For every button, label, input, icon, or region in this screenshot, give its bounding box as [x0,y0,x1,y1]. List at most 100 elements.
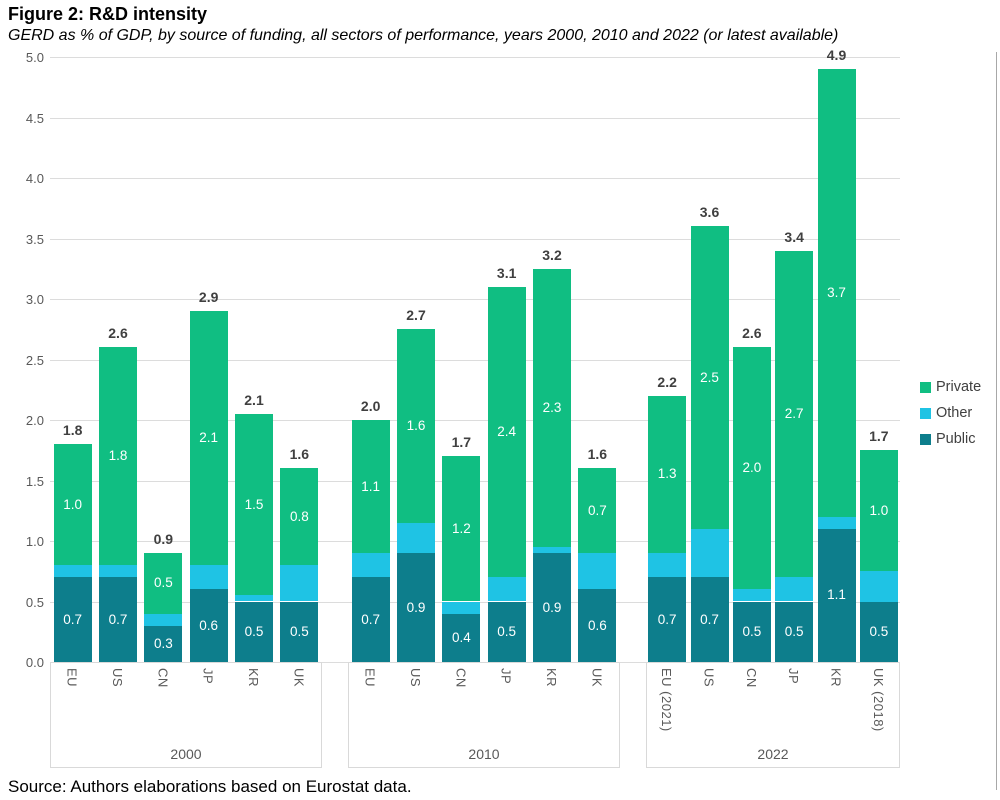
segment-value-label: 3.7 [827,284,846,300]
chart-frame-right-border [996,52,997,790]
gridline [50,238,900,240]
legend-swatch-icon [920,407,931,419]
segment-value-label: 1.5 [244,496,264,512]
chart-legend: Private Other Public [920,374,981,452]
bar-total-label: 3.1 [496,264,517,281]
x-axis-category-label: KR [544,668,559,688]
segment-value-label: 2.7 [784,405,804,421]
bar-segment-other [775,577,814,602]
bar-segment-private [144,553,183,614]
bar-segment-other [533,547,571,554]
bar-total-label: 3.2 [542,246,562,263]
gridline [50,57,900,58]
bar-total-label: 1.8 [62,422,83,439]
bar-segment-other [648,553,687,578]
y-axis-tick-label: 5.0 [25,50,44,65]
bar-total-label: 2.1 [244,391,264,408]
bar-segment-private [578,468,617,554]
bar-segment-public [144,625,183,662]
segment-value-label: 0.7 [108,611,128,627]
segment-value-label: 1.6 [406,418,426,434]
y-axis-tick-label: 1.0 [25,534,44,549]
segment-value-label: 0.5 [742,623,762,639]
gridline [50,359,900,361]
bar-segment-public [280,601,319,662]
segment-value-label: 0.5 [869,623,889,639]
bar-segment-other [487,577,526,602]
segment-value-label: 0.7 [587,502,607,518]
segment-value-label: 0.7 [700,611,719,627]
segment-value-label: 0.9 [542,599,562,615]
y-axis-tick-label: 2.0 [25,413,44,428]
bar-total-label: 1.6 [289,446,310,463]
bar-total-label: 2.0 [360,398,381,414]
bar-segment-private [487,286,526,578]
x-axis-category-label: CN [453,668,469,688]
bar-segment-other [690,528,729,578]
bar-segment-other [397,522,435,554]
bar-segment-public [732,601,771,662]
bar-segment-public [578,589,617,662]
figure-subtitle: GERD as % of GDP, by source of funding, … [8,27,839,44]
bar-total-label: 3.6 [699,204,720,221]
segment-value-label: 0.7 [657,611,677,627]
segment-value-label: 1.2 [451,520,471,536]
y-axis-tick-label: 0.5 [25,594,44,610]
x-axis-category-label: UK [589,668,605,688]
gridline [50,299,900,300]
bar-segment-public [397,553,435,662]
bar-segment-other [732,589,771,602]
segment-value-label: 0.5 [153,575,173,591]
bar-segment-public [189,589,228,662]
bar-segment-private [859,450,898,572]
segment-value-label: 0.9 [406,599,426,615]
x-axis-category-label: US [110,668,125,688]
bar-segment-public [859,601,898,662]
legend-label: Other [936,405,973,421]
segment-value-label: 0.5 [244,623,264,639]
bar-segment-public [53,577,92,662]
bar-segment-private [235,413,273,596]
year-group-box [50,662,322,768]
bar-segment-private [775,250,814,578]
bar-segment-private [648,395,687,554]
bar-segment-other [144,613,183,626]
bar-segment-public [235,601,273,662]
segment-value-label: 1.1 [361,478,381,494]
bar-total-label: 2.6 [742,325,762,342]
segment-value-label: 0.5 [784,623,804,639]
legend-item-public: Public [920,426,981,452]
bar-segment-private [53,444,92,566]
legend-item-other: Other [920,400,981,426]
bar-total-label: 3.4 [784,228,804,245]
bar-total-label: 2.7 [406,307,426,324]
y-axis-tick-label: 0.0 [25,655,44,670]
bar-segment-other [53,565,92,578]
segment-value-label: 1.0 [63,496,83,512]
year-group-box [646,662,900,768]
bar-total-label: 2.6 [108,325,128,342]
x-axis-category-label: UK (2018) [870,668,886,732]
segment-value-label: 0.6 [587,617,607,633]
bar-segment-other [99,565,137,578]
bar-total-label: 1.7 [451,434,472,451]
segment-value-label: 0.6 [199,617,219,633]
year-group-label: 2010 [468,746,500,762]
bar-total-label: 1.7 [869,428,889,445]
legend-swatch-icon [920,381,931,393]
segment-value-label: 0.8 [289,508,309,524]
x-axis-category-label: US [701,668,717,688]
segment-value-label: 0.4 [451,629,471,645]
bar-segment-private [533,268,571,548]
y-axis-tick-label: 1.5 [25,473,44,489]
segment-value-label: 0.7 [63,611,83,627]
bar-segment-private [397,329,435,523]
x-axis-category-label: KR [828,668,844,688]
bar-segment-public [533,553,571,662]
y-axis-tick-label: 4.5 [25,110,44,126]
x-axis-category-label: US [408,668,423,688]
bar-segment-private [351,420,390,554]
bar-segment-private [732,347,771,590]
bar-segment-private [442,456,481,602]
